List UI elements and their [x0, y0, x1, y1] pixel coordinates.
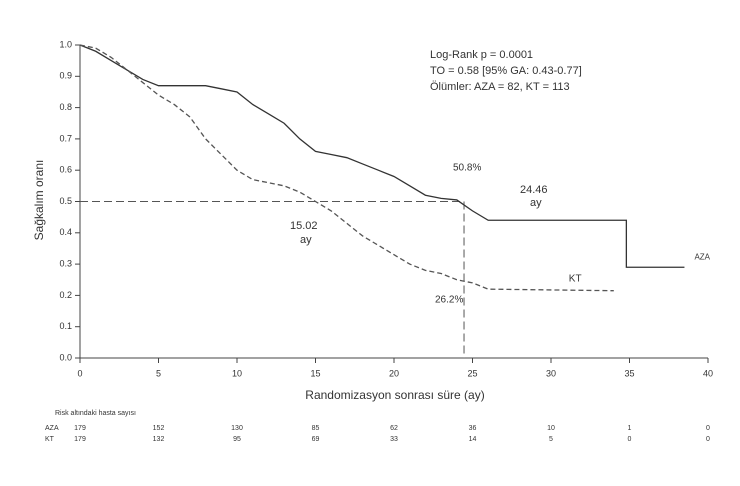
x-tick-label: 5 [156, 368, 161, 378]
risk-count: 62 [390, 425, 398, 432]
risk-count: 0 [706, 425, 710, 432]
x-tick-label: 15 [310, 368, 320, 378]
y-tick-label: 0.9 [59, 71, 72, 81]
series-label: KT [569, 273, 582, 284]
x-tick-label: 35 [624, 368, 634, 378]
y-tick-label: 0.1 [59, 321, 72, 331]
risk-count: 36 [469, 425, 477, 432]
annotation: TO = 0.58 [95% GA: 0.43-0.77] [430, 65, 582, 77]
risk-row-name: KT [45, 436, 55, 443]
risk-count: 0 [628, 436, 632, 443]
risk-count: 179 [74, 425, 86, 432]
x-tick-label: 20 [389, 368, 399, 378]
annotation: Log-Rank p = 0.0001 [430, 49, 533, 61]
x-tick-label: 0 [77, 368, 82, 378]
x-tick-label: 25 [467, 368, 477, 378]
risk-count: 33 [390, 436, 398, 443]
y-tick-label: 0.5 [59, 196, 72, 206]
risk-count: 5 [549, 436, 553, 443]
risk-count: 85 [312, 425, 320, 432]
annotation: ay [300, 234, 312, 246]
x-tick-label: 30 [546, 368, 556, 378]
x-tick-label: 40 [703, 368, 713, 378]
risk-count: 152 [153, 425, 165, 432]
series-label: AZA [694, 252, 710, 261]
x-tick-label: 10 [232, 368, 242, 378]
risk-count: 14 [469, 436, 477, 443]
y-tick-label: 0.2 [59, 290, 72, 300]
annotation: Ölümler: AZA = 82, KT = 113 [430, 81, 570, 93]
risk-count: 0 [706, 436, 710, 443]
y-tick-label: 0.6 [59, 165, 72, 175]
y-tick-label: 0.8 [59, 102, 72, 112]
km-curve [79, 44, 685, 268]
risk-count: 95 [233, 436, 241, 443]
risk-row-name: AZA [45, 425, 59, 432]
annotation: 50.8% [453, 163, 481, 174]
y-tick-label: 1.0 [59, 39, 72, 49]
km-curve [79, 44, 614, 292]
y-axis-label: Sağkalım oranı [32, 160, 46, 241]
annotation: ay [530, 197, 542, 209]
y-tick-label: 0.3 [59, 258, 72, 268]
risk-count: 132 [153, 436, 165, 443]
x-axis-label: Randomizasyon sonrası süre (ay) [305, 388, 484, 402]
risk-table-title: Risk altındaki hasta sayısı [55, 410, 136, 417]
risk-count: 1 [628, 425, 632, 432]
risk-count: 179 [74, 436, 86, 443]
y-tick-label: 0.4 [59, 227, 72, 237]
annotation: 15.02 [290, 220, 318, 232]
annotation: 24.46 [520, 184, 548, 196]
annotation: 26.2% [435, 295, 463, 306]
risk-count: 10 [547, 425, 555, 432]
risk-count: 69 [312, 436, 320, 443]
y-tick-label: 0.7 [59, 133, 72, 143]
risk-count: 130 [231, 425, 243, 432]
y-tick-label: 0.0 [59, 352, 72, 362]
